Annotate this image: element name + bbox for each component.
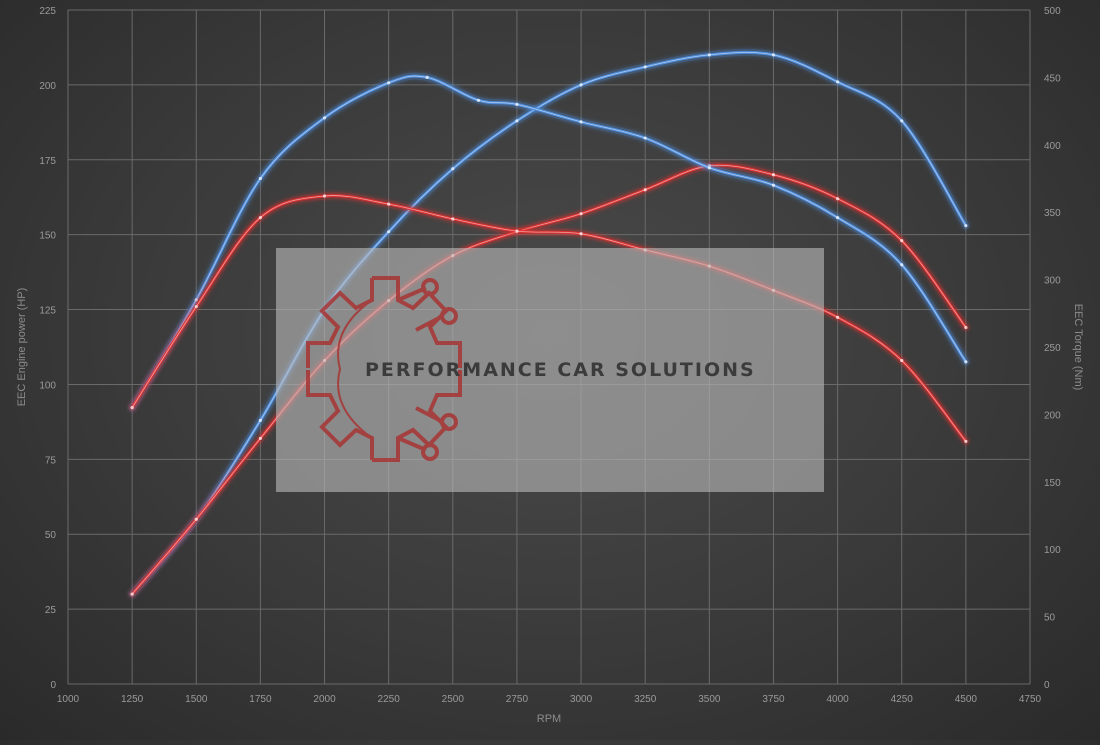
left-tick-label: 100 [39,380,56,391]
right-tick-label: 50 [1044,613,1056,624]
series-1-point [707,53,711,57]
watermark-panel [276,248,824,492]
series-4-point [130,406,134,410]
x-tick-label: 4750 [1019,694,1042,705]
right-tick-label: 350 [1044,208,1061,219]
series-3-point [258,176,262,181]
series-4-point [579,232,583,236]
series-1-point [643,65,647,69]
series-2-point [579,212,583,216]
series-2-point [258,436,262,440]
x-tick-label: 3500 [698,694,721,705]
left-tick-label: 225 [39,6,56,17]
series-3-point [387,81,391,85]
series-2-point [130,592,134,596]
left-tick-label: 0 [50,680,56,691]
x-tick-label: 1000 [57,694,80,705]
series-2-point [836,197,840,201]
x-tick-label: 4000 [826,694,849,705]
series-2-point [964,325,968,330]
x-tick-label: 4500 [955,694,978,705]
series-1-point [900,119,904,123]
right-tick-label: 450 [1044,73,1061,84]
series-4-point [258,215,262,220]
series-1-line [128,48,970,598]
left-tick-label: 150 [39,231,56,242]
series-4-point [900,358,904,363]
left-tick-label: 50 [45,530,57,541]
left-tick-label: 75 [45,455,57,466]
right-tick-label: 100 [1044,545,1061,556]
series-4-line [128,192,970,445]
x-tick-label: 2750 [506,694,529,705]
x-tick-label: 1250 [121,694,144,705]
x-tick-label: 4250 [891,694,914,705]
right-tick-label: 150 [1044,478,1061,489]
series-2-point [194,517,198,521]
series-1-point [579,83,583,87]
right-axis-title: EEC Torque (Nm) [1072,304,1084,391]
series-1-point [451,167,455,171]
right-tick-label: 200 [1044,410,1061,421]
series-4-point [387,202,391,206]
series-2-point [643,188,647,192]
series-4-point [836,315,840,319]
series-3-point [579,120,583,124]
series-4-point [451,217,455,221]
series-3-line [128,72,970,412]
x-tick-label: 3750 [762,694,785,705]
series-4-point [964,439,968,443]
series-lines [128,48,970,598]
series-1-point [836,80,840,84]
left-tick-label: 25 [45,605,57,616]
series-3-point [643,136,647,140]
right-tick-label: 400 [1044,141,1061,152]
right-tick-label: 500 [1044,6,1061,17]
series-2-point [771,173,776,177]
series-1-point [964,224,968,228]
series-3-point [515,102,519,106]
x-tick-label: 1750 [249,694,272,705]
series-2-point [900,239,904,243]
series-3-point [964,360,968,364]
left-tick-label: 200 [39,81,56,92]
x-tick-label: 3000 [570,694,593,705]
series-3-point [322,116,327,120]
x-tick-label: 2500 [442,694,465,705]
series-1-point [515,119,519,123]
watermark: PERFORMANCE CAR SOLUTIONS [276,248,824,492]
right-tick-label: 300 [1044,276,1061,287]
watermark-text: PERFORMANCE CAR SOLUTIONS [365,359,756,381]
gear-circuit-icon [306,276,462,462]
series-2-line [128,161,970,598]
x-tick-label: 3250 [634,694,657,705]
x-tick-label: 2250 [378,694,401,705]
left-tick-label: 175 [39,156,56,167]
series-3-point [771,183,776,187]
x-tick-label: 1500 [185,694,208,705]
series-3-point [476,98,481,102]
x-axis-title: RPM [537,713,561,725]
series-4-point [322,194,327,198]
series-3-point [900,263,904,267]
series-1-point [258,418,262,422]
series-1-point [771,53,776,57]
series-3-point [707,166,711,170]
series-4-point [194,304,198,309]
series-4-point [515,229,519,233]
right-tick-label: 250 [1044,343,1061,354]
right-tick-label: 0 [1044,680,1050,691]
tick-labels: 1000 1250 1500 1750 2000 2250 2500 2750 3000 3250… [39,6,1061,705]
series-3-point [425,75,429,79]
left-tick-label: 125 [39,306,56,317]
axis-titles: RPM EEC Engine power (HP) EEC Torque (Nm… [16,288,1084,725]
x-tick-label: 2000 [313,694,336,705]
series-1-point [387,230,391,234]
series-3-point [836,215,840,220]
left-axis-title: EEC Engine power (HP) [16,288,28,407]
